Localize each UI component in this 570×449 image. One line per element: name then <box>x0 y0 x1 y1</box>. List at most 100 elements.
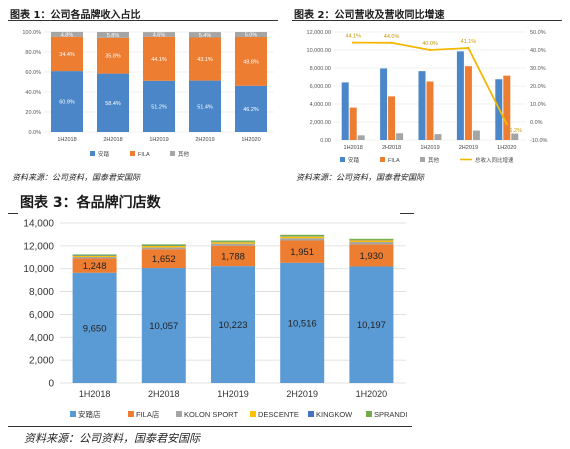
bar-segment <box>349 244 394 267</box>
bar-segment <box>72 255 117 257</box>
legend-swatch <box>130 151 135 156</box>
data-label: 1,930 <box>360 251 384 262</box>
growth-point <box>505 122 508 126</box>
x-tick-label: 1H2018 <box>79 389 111 399</box>
bar-segment <box>51 36 83 72</box>
chart1-title: 图表 1：公司各品牌收入占比 <box>10 10 141 21</box>
data-label: 4.8% <box>61 32 74 38</box>
data-label: 58.4% <box>105 101 121 107</box>
bar <box>456 51 464 140</box>
data-label: 10,516 <box>288 318 317 329</box>
bar-segment <box>141 268 186 383</box>
y-tick-label: 8,000.00 <box>310 66 331 72</box>
bar-segment <box>189 37 221 81</box>
bar-segment <box>72 272 117 383</box>
bar-segment <box>189 80 221 132</box>
y-tick-label: 12,000.00 <box>307 30 331 36</box>
y-tick-label: 4,000.00 <box>310 102 331 108</box>
x-tick-label: 2H2019 <box>459 145 478 151</box>
bar <box>503 75 511 140</box>
data-label: 5.4% <box>199 33 212 39</box>
y2-tick-label: 10.0% <box>530 102 546 108</box>
bar-segment <box>141 247 186 250</box>
legend-label: FILA <box>138 152 150 158</box>
legend-swatch <box>308 411 314 417</box>
data-label: 4.6% <box>153 32 166 38</box>
chart2-svg: 0.00 2,000.00 4,000.00 6,000.00 8,000.00 10,0… <box>307 30 548 164</box>
bar-segment <box>97 73 129 132</box>
bar-segment <box>349 240 394 243</box>
x-tick-label: 2H2019 <box>195 137 214 143</box>
chart1-title-rule <box>8 20 278 21</box>
bar-segment <box>97 37 129 74</box>
bar-segment <box>189 32 221 38</box>
y-tick-label: 6,000 <box>29 310 54 321</box>
growth-label: -1.2% <box>508 128 522 134</box>
legend-swatch <box>90 151 95 156</box>
data-label: 51.4% <box>197 104 213 110</box>
bar-segment <box>97 32 129 38</box>
bar <box>511 133 519 140</box>
y-tick-label: 60.0% <box>25 70 41 76</box>
data-label: 5.0% <box>245 33 258 39</box>
bar <box>396 133 404 140</box>
data-label: 43.1% <box>197 57 213 63</box>
data-label: 46.2% <box>243 107 259 113</box>
x-tick-label: 2H2018 <box>148 389 180 399</box>
x-tick-label: 1H2018 <box>344 145 363 151</box>
data-label: 9,650 <box>83 323 107 334</box>
legend-swatch <box>250 411 256 417</box>
x-tick-label: 1H2019 <box>420 145 439 151</box>
legend-swatch <box>420 157 425 162</box>
bar <box>426 81 434 140</box>
growth-label: 41.1% <box>461 39 477 45</box>
legend-swatch <box>366 411 372 417</box>
chart1-source: 资料来源：公司资料，国泰君安国际 <box>12 173 140 182</box>
bar <box>357 135 365 140</box>
y2-tick-label: 50.0% <box>530 30 546 36</box>
x-tick-label: 1H2018 <box>57 137 76 143</box>
bar-segment <box>211 266 255 383</box>
y2-tick-label: 30.0% <box>530 66 546 72</box>
data-label: 48.8% <box>243 59 259 65</box>
data-label: 1,788 <box>221 251 245 262</box>
legend-swatch <box>70 411 76 417</box>
x-tick-label: 2H2019 <box>286 389 318 399</box>
bar <box>418 71 426 140</box>
legend-label: FILA店 <box>136 409 160 419</box>
data-label: 10,197 <box>357 320 386 331</box>
bar-segment <box>280 262 325 383</box>
bar-segment <box>143 36 175 81</box>
y-tick-label: 20.0% <box>25 110 41 116</box>
bar-segment <box>211 240 255 242</box>
bar-segment <box>143 80 175 132</box>
y-tick-label: 14,000 <box>23 219 54 230</box>
legend-swatch <box>176 411 182 417</box>
data-label: 1,248 <box>83 261 107 272</box>
data-label: 60.9% <box>59 100 75 106</box>
bar-segment <box>349 238 394 240</box>
legend-label: 安踏店 <box>78 409 101 419</box>
bar <box>380 68 388 140</box>
legend-label: FILA <box>388 158 400 164</box>
data-label: 34.4% <box>59 52 75 58</box>
bar <box>349 107 357 140</box>
y-tick-label: 0 <box>48 379 54 390</box>
data-label: 10,223 <box>218 320 247 331</box>
growth-label: 44.0% <box>384 34 400 40</box>
bar <box>464 66 472 140</box>
chart2-title: 图表 2：公司营收及营收同比增速 <box>294 10 445 21</box>
bar-segment <box>235 37 267 86</box>
chart2-title-rule <box>292 20 562 21</box>
bar-segment <box>280 240 325 263</box>
legend-swatch <box>170 151 175 156</box>
legend-label: 其他 <box>428 156 440 164</box>
bar-segment <box>211 245 255 267</box>
data-label: 1,652 <box>152 254 176 265</box>
y-tick-label: 8,000 <box>29 287 54 298</box>
data-label: 44.1% <box>151 57 167 63</box>
y-tick-label: 2,000 <box>29 356 54 367</box>
growth-point <box>428 48 432 52</box>
bar-segment <box>72 254 117 256</box>
y-tick-label: 10,000 <box>23 264 54 275</box>
